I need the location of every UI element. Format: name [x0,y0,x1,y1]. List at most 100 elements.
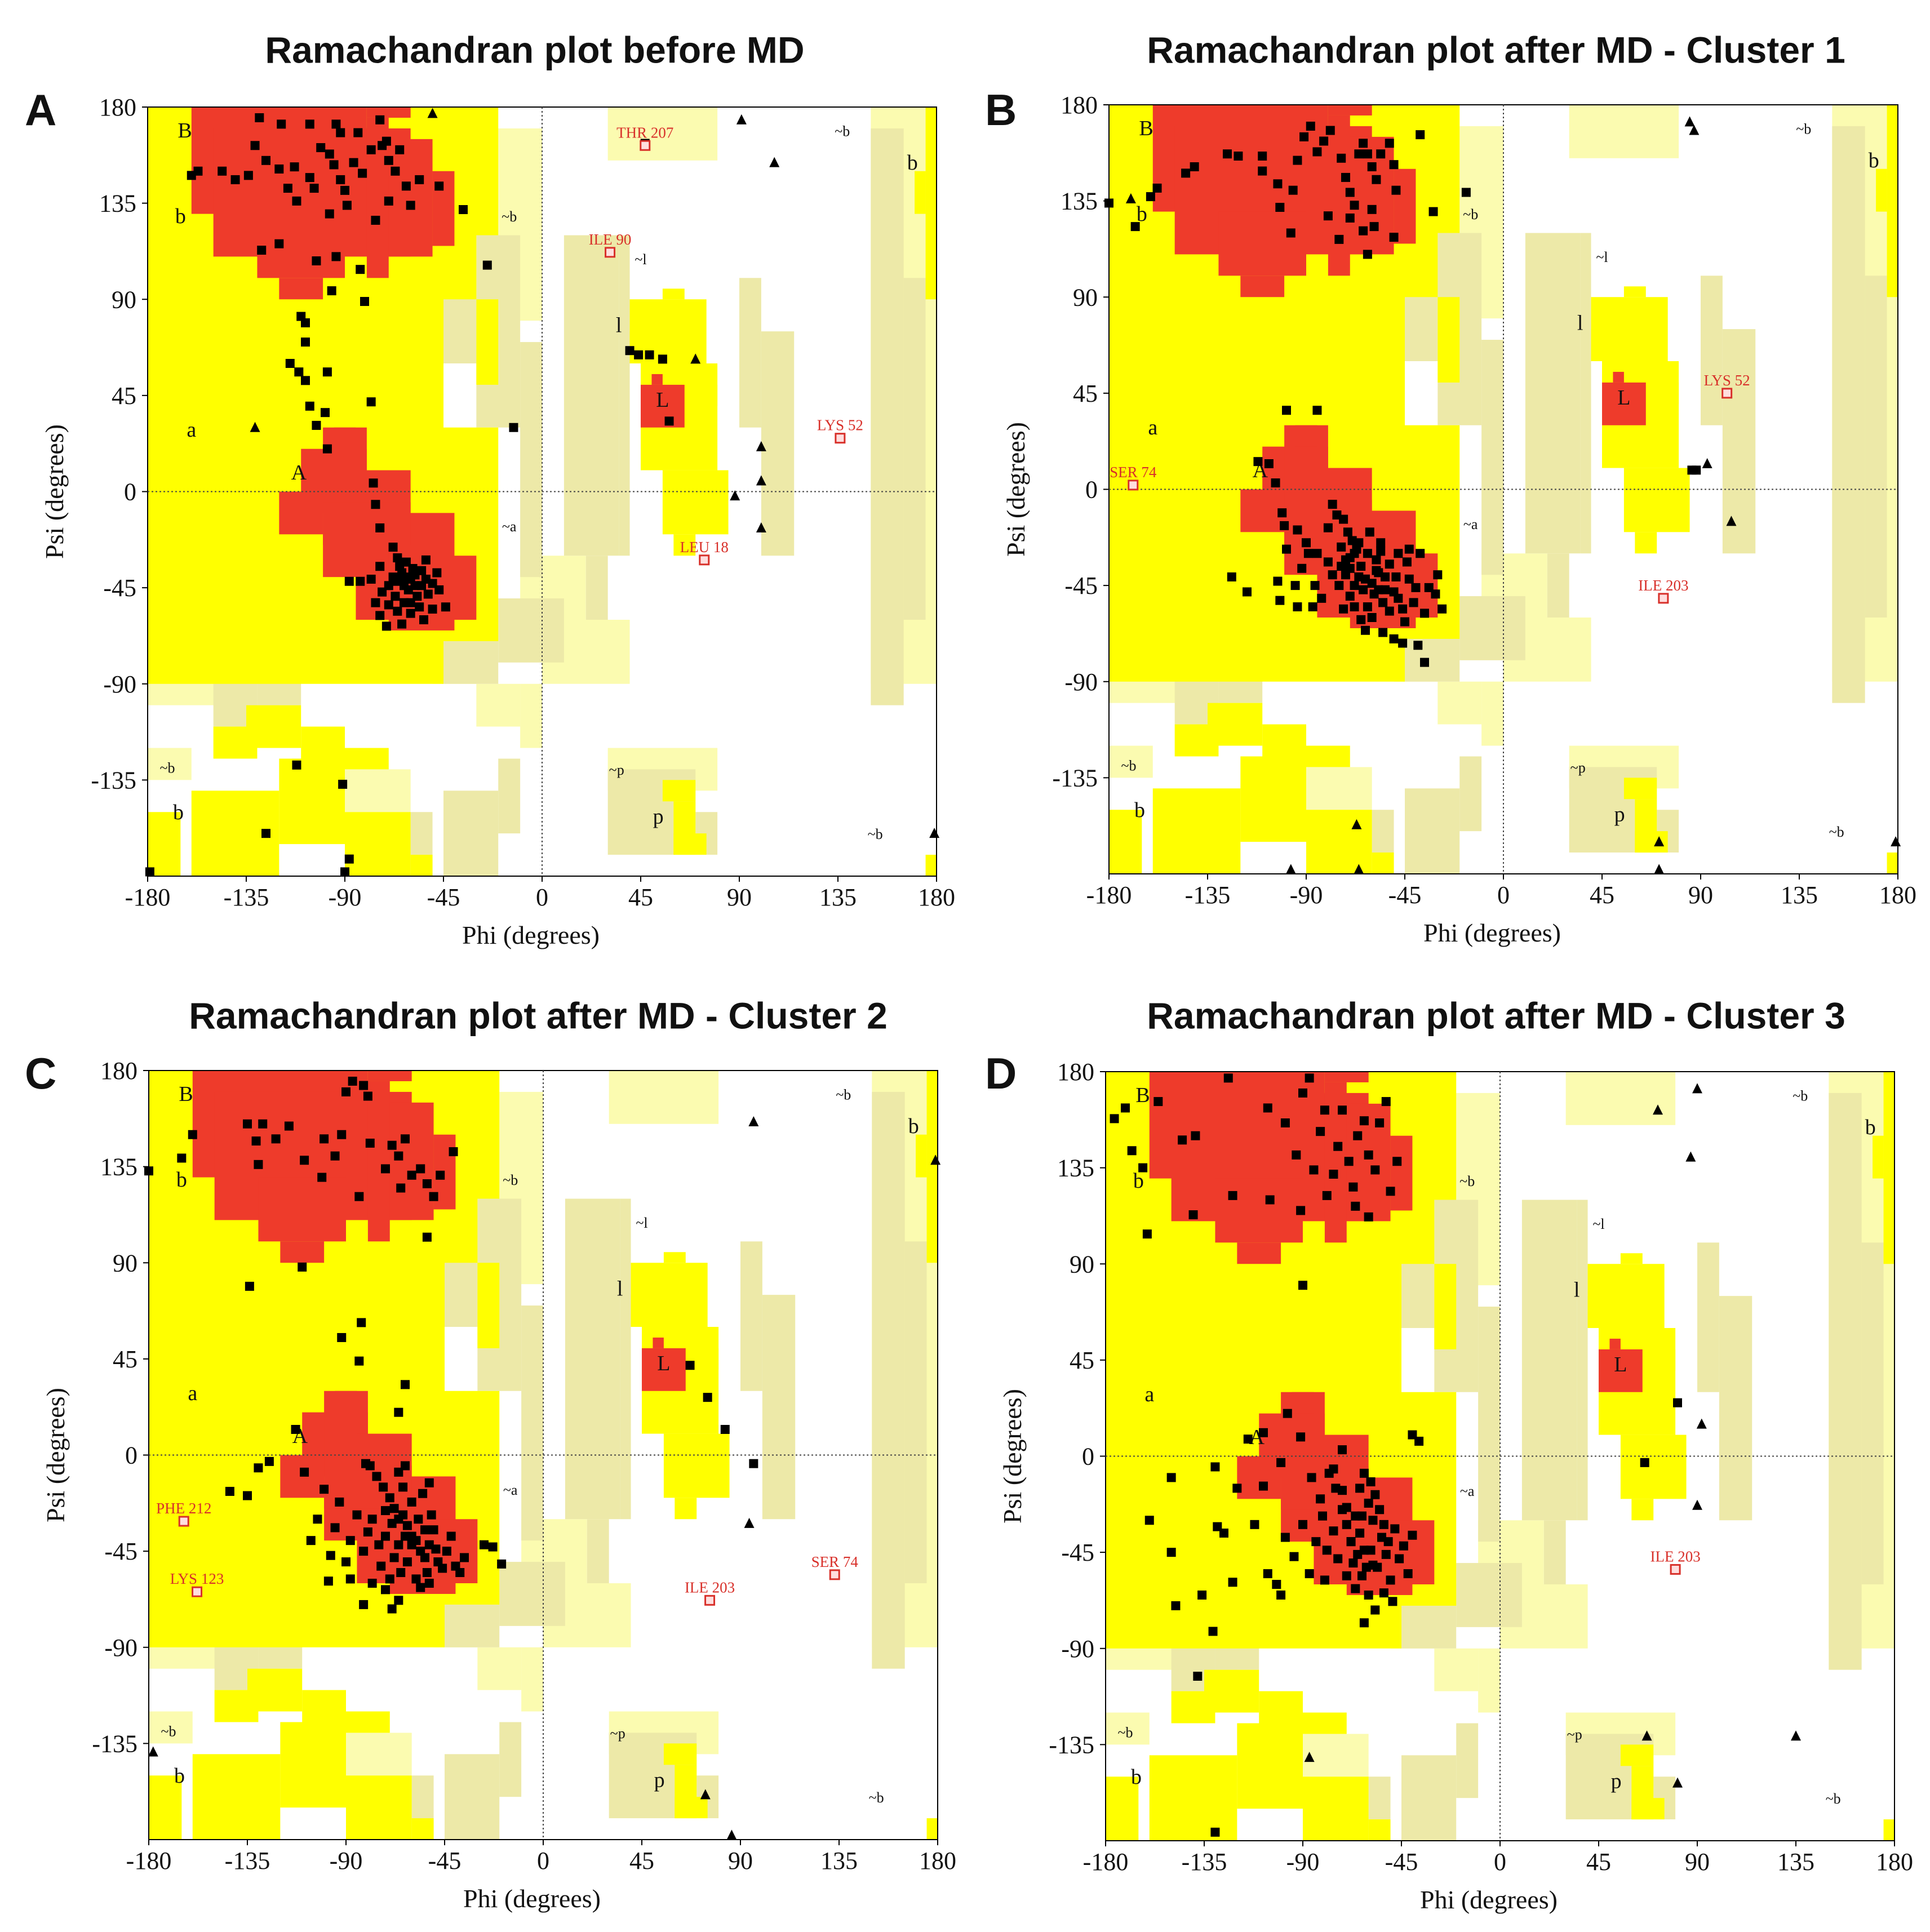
generous-region [564,235,619,556]
generous-region [521,1305,543,1541]
region-label: p [1611,1769,1622,1793]
residue-point [301,376,310,385]
residue-point [1403,1569,1413,1579]
residue-point [1367,613,1377,622]
region-label: ~b [835,123,850,139]
residue-point [312,420,321,430]
residue-point [1364,1212,1373,1222]
panel-letter: C [25,1049,56,1098]
allowed-region [1437,297,1460,383]
glycine-point [1692,1083,1702,1094]
residue-point [341,1087,350,1096]
allowed-region [675,1797,708,1819]
outlier-label: LYS 52 [817,417,863,434]
residue-point [381,136,391,146]
glycine-point [1692,1499,1702,1510]
residue-point [1394,593,1403,603]
residue-point [1333,1554,1343,1564]
core-region [280,1241,325,1263]
residue-point [345,1536,355,1545]
residue-point [363,1527,372,1536]
allowed-region [663,1252,686,1263]
y-tick-label: 0 [1082,1443,1094,1471]
residue-point [352,1510,362,1520]
residue-point [285,359,295,368]
residue-point [1307,1473,1316,1482]
core-region [1237,1242,1281,1264]
x-tick-label: 0 [1494,1848,1506,1876]
residue-point [1359,1468,1369,1478]
x-tick-label: 135 [1781,881,1818,909]
residue-point [1339,604,1348,614]
x-tick-label: -45 [428,1847,462,1875]
x-tick-label: 0 [537,1847,549,1875]
generous-region [1456,1723,1479,1798]
residue-point [255,113,264,122]
panel-title: Ramachandran plot after MD - Cluster 3 [1147,994,1845,1036]
residue-point [300,1467,309,1477]
residue-point [367,1514,377,1524]
residue-point [438,1564,447,1573]
x-tick-label: -45 [1385,1848,1418,1876]
allowed-region [1873,1135,1884,1179]
residue-point [428,605,437,614]
residue-point [1302,538,1311,548]
residue-point [1322,1191,1332,1200]
region-label: B [1139,117,1153,140]
allowed-region [707,1348,719,1370]
generous-region [904,1071,916,1242]
x-tick-label: -180 [125,883,171,911]
residue-point [1328,570,1337,580]
core-region [1218,211,1306,276]
region-label: a [1144,1383,1154,1406]
residue-point [284,1121,294,1131]
x-axis-label: Phi (degrees) [462,921,600,949]
residue-point [1197,1590,1207,1600]
residue-point [354,1356,364,1366]
residue-point [1379,1520,1388,1529]
generous-region [1459,596,1525,660]
generous-region [499,1562,565,1626]
x-tick-label: 135 [819,883,857,911]
region-label: L [1617,386,1630,410]
residue-point [1420,609,1429,618]
residue-point [320,1485,329,1494]
residue-point [1323,523,1333,532]
region-label: b [1137,202,1147,226]
residue-point [243,171,253,180]
residue-point [1351,1201,1360,1211]
residue-point [1357,1571,1366,1580]
residue-point [1312,147,1322,157]
residue-point [1389,634,1399,643]
generous-region [443,790,499,876]
residue-point [384,196,393,206]
residue-point [416,1583,425,1592]
residue-point [1334,234,1344,244]
residue-point [1259,1428,1268,1437]
residue-point [432,568,442,578]
residue-point [1293,525,1302,535]
residue-point [1355,1529,1365,1538]
region-label: L [1614,1353,1627,1376]
residue-point [1146,192,1155,202]
residue-point [1390,1524,1400,1534]
residue-point [329,160,339,170]
region-label: ~p [610,1725,625,1742]
residue-point [1333,1142,1343,1151]
residue-point [378,587,387,597]
residue-point [1213,1522,1222,1531]
residue-point [345,1574,355,1584]
allowed-region [1591,329,1602,361]
residue-point [144,1166,153,1176]
residue-point [375,115,385,125]
glycine-point [1654,864,1665,874]
residue-point [291,1425,300,1434]
glycine-point [1125,193,1136,203]
residue-point [394,1407,403,1417]
residue-point [325,209,334,219]
residue-point [376,1561,386,1571]
glycine-point [1672,1777,1683,1788]
y-tick-label: 45 [1070,1347,1094,1374]
residue-point [1391,572,1401,581]
generous-region [1525,233,1581,554]
